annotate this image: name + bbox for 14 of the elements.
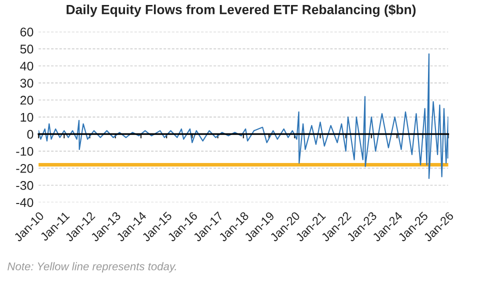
y-tick-label: -40 (16, 198, 34, 207)
text: Note: Yellow line represents today. (8, 262, 176, 273)
y-tick-label: 10 (20, 112, 34, 122)
chart-title: Daily Equity Flows from Levered ETF Rebalancing ($bn) (66, 4, 416, 17)
y-tick-label: 30 (20, 78, 34, 88)
y-tick-label: 20 (20, 96, 34, 105)
y-tick-label: 40 (20, 62, 34, 71)
y-tick-label: -20 (16, 164, 34, 173)
y-tick-label: -30 (16, 181, 34, 190)
y-tick-label: -10 (16, 146, 34, 156)
line-series (38, 53, 448, 179)
y-tick-label: 50 (20, 44, 34, 54)
y-tick-label: 0 (27, 130, 34, 139)
y-tick-label: 60 (20, 28, 34, 36)
